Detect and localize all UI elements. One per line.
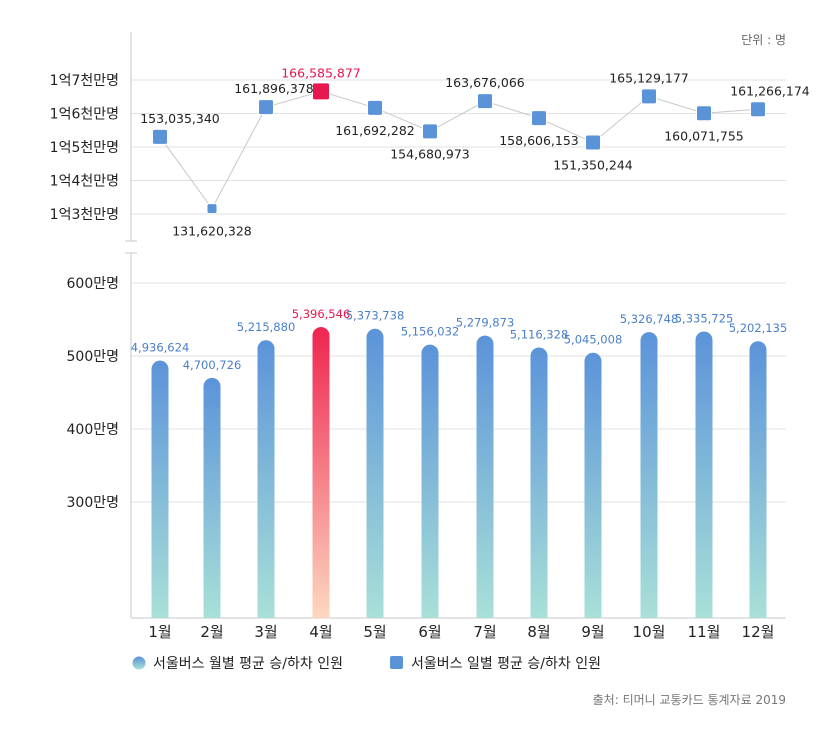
bar xyxy=(312,327,330,618)
bar-y-tick-label: 600만명 xyxy=(67,276,119,292)
bar-y-tick-label: 500만명 xyxy=(67,349,119,365)
grid-lines xyxy=(131,79,786,503)
legend-label-monthly: 서울버스 월별 평균 승/하차 인원 xyxy=(153,656,343,672)
bar-data-label: 4,936,624 xyxy=(131,341,190,355)
x-tick-label: 11월 xyxy=(688,623,721,641)
source-note: 출처: 티머니 교통카드 통계자료 2019 xyxy=(593,693,786,707)
bar xyxy=(640,332,658,618)
line-data-label: 154,680,973 xyxy=(390,146,470,161)
data-labels: 4,936,624 4,700,726 5,215,8805,396,5465,37… xyxy=(131,65,810,371)
bar-data-label: 5,373,738 xyxy=(346,309,405,323)
bar xyxy=(366,328,384,618)
bar-data-label: 5,279,873 xyxy=(456,316,515,330)
bar-y-tick-label: 300만명 xyxy=(67,495,119,511)
line-point xyxy=(367,99,383,116)
line-point xyxy=(641,88,657,105)
line-data-label: 131,620,328 xyxy=(172,224,252,239)
line-y-tick-label: 1억7천만명 xyxy=(50,73,119,89)
x-tick-label: 3월 xyxy=(254,623,277,641)
line-point xyxy=(206,203,218,215)
line-data-label: 158,606,153 xyxy=(499,133,579,148)
line-y-tick-label: 1억3천만명 xyxy=(50,207,119,223)
bar-data-label: 5,156,032 xyxy=(401,325,460,339)
line-data-label: 161,266,174 xyxy=(730,83,810,98)
x-tick-label: 9월 xyxy=(581,623,604,641)
line-y-tick-label: 1억4천만명 xyxy=(50,174,119,190)
line-point xyxy=(750,101,766,118)
bar xyxy=(530,347,548,618)
x-tick-label: 2월 xyxy=(200,623,223,641)
x-tick-label: 10월 xyxy=(633,623,666,641)
line-point xyxy=(312,82,330,101)
x-tick-label: 5월 xyxy=(363,623,386,641)
line-point xyxy=(152,128,168,145)
bar-data-label: 5,202,135 xyxy=(729,321,788,335)
legend: 서울버스 월별 평균 승/하차 인원 서울버스 일별 평균 승/하차 인원 xyxy=(132,656,601,672)
line-data-label: 166,585,877 xyxy=(281,65,361,80)
bar-y-tick-label: 400만명 xyxy=(67,422,119,438)
bar xyxy=(421,344,439,618)
bar-series xyxy=(151,327,767,618)
bar xyxy=(203,377,221,618)
line-point xyxy=(696,105,712,122)
bar-data-label: 5,326,748 xyxy=(620,312,679,326)
x-tick-label: 6월 xyxy=(418,623,441,641)
bar xyxy=(749,341,767,618)
x-tick-label: 8월 xyxy=(527,623,550,641)
legend-label-daily: 서울버스 일별 평균 승/하차 인원 xyxy=(411,656,601,672)
legend-marker-daily xyxy=(390,656,403,669)
bar xyxy=(257,340,275,618)
bar xyxy=(584,352,602,618)
bar xyxy=(695,331,713,618)
x-tick-label: 1월 xyxy=(148,623,171,641)
bar-data-label: 5,045,008 xyxy=(564,333,623,347)
unit-label: 단위 : 명 xyxy=(741,33,786,47)
line-series xyxy=(152,82,766,215)
line-point xyxy=(531,110,547,127)
bar-data-label: 5,215,880 xyxy=(237,320,296,334)
bar xyxy=(151,360,169,618)
line-point xyxy=(585,134,601,151)
line-data-label: 153,035,340 xyxy=(140,111,220,126)
line-data-label: 160,071,755 xyxy=(664,128,744,143)
bar-data-label: 5,335,725 xyxy=(675,311,734,325)
line-point xyxy=(422,123,438,140)
axes: 1억7천만명 1억6천만명 1억5천만명 1억4천만명 1억3천만명 600만명 500만명… xyxy=(50,32,786,641)
bar-data-label: 5,116,328 xyxy=(510,328,569,342)
x-tick-label: 4월 xyxy=(309,623,332,641)
bar xyxy=(476,335,494,618)
line-y-tick-label: 1억5천만명 xyxy=(50,140,119,156)
series-line xyxy=(159,90,759,210)
bar-data-label: 4,700,726 xyxy=(183,358,242,372)
line-data-label: 165,129,177 xyxy=(609,70,689,85)
line-data-label: 151,350,244 xyxy=(553,157,633,172)
x-tick-label: 12월 xyxy=(742,623,775,641)
line-data-label: 163,676,066 xyxy=(445,75,525,90)
line-point xyxy=(258,99,274,116)
legend-marker-monthly xyxy=(132,656,146,670)
line-point xyxy=(477,93,493,110)
x-tick-label: 7월 xyxy=(473,623,496,641)
line-data-label: 161,896,378 xyxy=(234,81,314,96)
line-data-label: 161,692,282 xyxy=(335,123,415,138)
bar-data-label: 5,396,546 xyxy=(292,307,351,321)
line-y-tick-label: 1억6천만명 xyxy=(50,107,119,123)
